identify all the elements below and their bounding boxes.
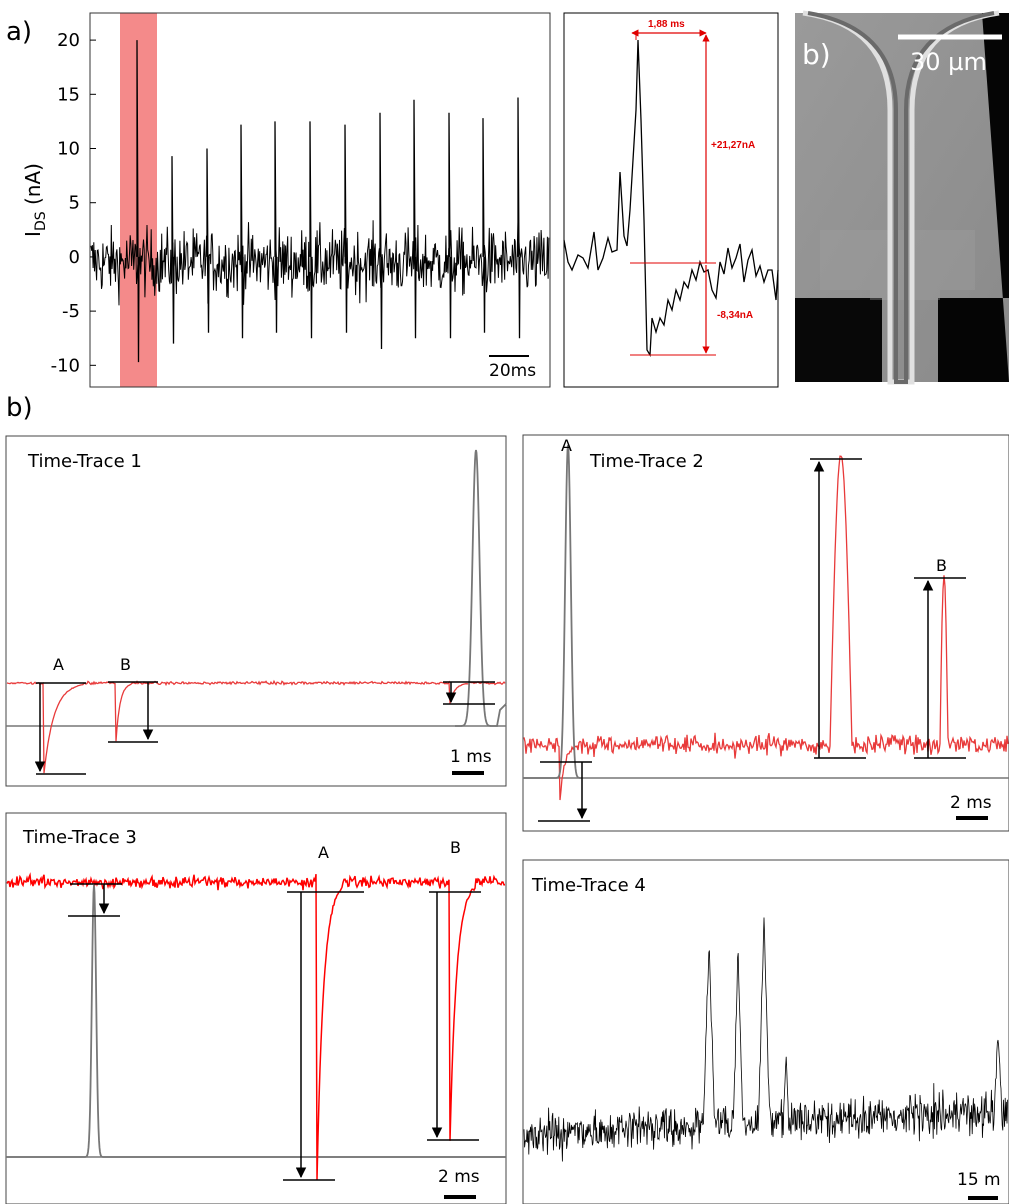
tt2-gray-spike xyxy=(523,444,582,779)
spike xyxy=(274,121,278,333)
spike xyxy=(379,112,383,350)
tt1-red-trace xyxy=(6,679,506,774)
spike xyxy=(448,112,452,339)
tt1-title: Time-Trace 1 xyxy=(27,451,142,472)
panel-a-label: a) xyxy=(6,17,32,47)
panel-b-label: b) xyxy=(6,393,33,423)
tt2-scale-label: 2 ms xyxy=(950,793,992,813)
tt3-marker-b: B xyxy=(450,838,461,857)
y-tick-label: 15 xyxy=(57,84,80,105)
spike xyxy=(482,118,486,333)
tt4-scale-label: 15 m xyxy=(957,1170,1001,1190)
tt2-marker-b: B xyxy=(936,556,947,575)
tt2-frame xyxy=(522,434,1009,832)
nanowire-channel-inner xyxy=(807,11,995,384)
spike-group xyxy=(136,40,521,363)
micrograph-scale-label: 30 µm xyxy=(910,48,987,76)
spike xyxy=(206,148,210,333)
spike xyxy=(344,124,348,333)
tt1-scale-label: 1 ms xyxy=(450,747,492,767)
tt1-gray-spike xyxy=(455,449,507,727)
y-axis-title: IDS (nA) xyxy=(21,163,49,237)
tt3-frame xyxy=(5,812,507,1204)
y-axis-tick-labels: -10 -5 0 5 10 15 20 xyxy=(51,30,80,376)
y-tick-label: 20 xyxy=(57,30,80,51)
y-tick-label: 10 xyxy=(57,139,80,160)
y-tick-label: -5 xyxy=(62,301,80,322)
positive-amplitude-annotation: +21,27nA xyxy=(711,140,755,151)
spike xyxy=(413,99,417,339)
tt2-title: Time-Trace 2 xyxy=(589,451,704,472)
time-trace-2-chart: Time-Trace 2 A B 2 ms xyxy=(522,434,1009,832)
spike xyxy=(240,124,244,339)
spike xyxy=(136,40,140,363)
spike xyxy=(309,121,313,339)
tt1-marker-b: B xyxy=(120,655,131,674)
zoom-frame xyxy=(563,12,779,388)
dark-region-bottom-left xyxy=(795,298,882,382)
time-trace-1-chart: Time-Trace 1 A B 1 ms xyxy=(5,435,507,787)
y-tick-label: 0 xyxy=(69,247,80,268)
tt4-frame xyxy=(522,859,1009,1204)
zoom-trace xyxy=(563,39,779,358)
spike xyxy=(517,97,521,339)
tt3-scale-label: 2 ms xyxy=(438,1167,480,1187)
current-trace xyxy=(90,220,550,306)
tt1-frame xyxy=(5,435,507,787)
time-trace-4-chart: Time-Trace 4 15 m xyxy=(522,859,1009,1204)
spike xyxy=(171,156,175,344)
panel-a-main-chart: -10 -5 0 5 10 15 20 IDS (nA) 20ms xyxy=(21,12,551,388)
tt4-title: Time-Trace 4 xyxy=(531,875,646,896)
tt1-marker-a: A xyxy=(53,655,64,674)
tt2-marker-a: A xyxy=(561,436,572,455)
tt3-title: Time-Trace 3 xyxy=(22,827,137,848)
tt3-marker-a: A xyxy=(318,843,329,862)
micrograph-label: b) xyxy=(802,38,831,71)
y-tick-label: -10 xyxy=(51,355,80,376)
panel-a-zoom-chart: 1,88 ms +21,27nA -8,34nA xyxy=(563,12,779,388)
time-trace-3-chart: Time-Trace 3 A B 2 ms xyxy=(5,812,507,1204)
negative-amplitude-annotation: -8,34nA xyxy=(717,310,753,321)
y-tick-label: 5 xyxy=(69,193,80,214)
width-annotation: 1,88 ms xyxy=(648,19,685,30)
y-axis-ticks xyxy=(90,39,96,366)
tt4-trace xyxy=(523,917,1008,1162)
scale-bar-label: 20ms xyxy=(489,361,536,381)
tt3-gray-spike xyxy=(6,884,506,1158)
plot-frame xyxy=(89,12,551,388)
micrograph-image: 30 µm b) xyxy=(795,10,1009,385)
dark-region-right xyxy=(938,13,1009,382)
